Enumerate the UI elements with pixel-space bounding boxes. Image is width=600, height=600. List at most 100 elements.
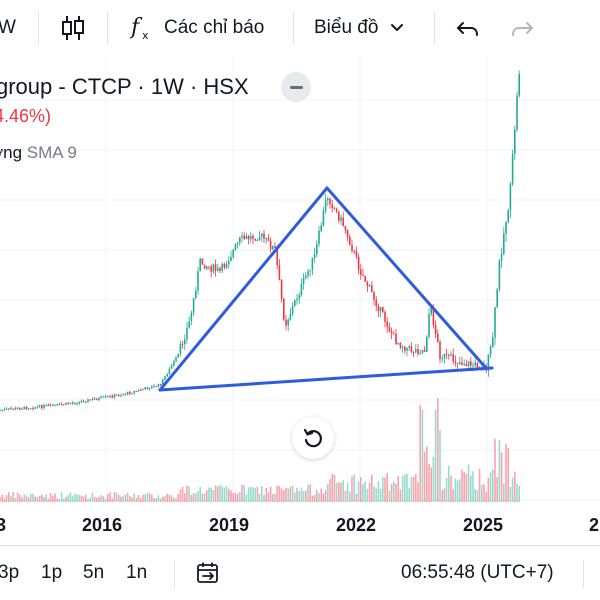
candle-body (223, 263, 226, 268)
volume-bar (118, 494, 120, 502)
candle-body (124, 394, 127, 396)
candle-body (267, 238, 270, 241)
volume-bar (69, 492, 72, 502)
candle-body (300, 283, 303, 296)
volume-bar (67, 495, 69, 502)
candle-body (316, 244, 318, 255)
candle-body (509, 183, 512, 211)
volume-bar (368, 482, 371, 502)
candle-body (445, 353, 448, 355)
volume-bar (437, 398, 439, 502)
candle-body (373, 292, 375, 300)
volume-bar (421, 409, 424, 502)
volume-bar (184, 493, 186, 502)
candle-body (443, 353, 446, 359)
triangle-left-line[interactable] (158, 186, 329, 392)
volume-bar (254, 488, 256, 502)
range-button[interactable]: 1n (126, 562, 148, 583)
volume-bar (162, 496, 164, 502)
candle-style-button[interactable] (60, 0, 86, 56)
candle-body (217, 267, 219, 271)
candle-body (82, 401, 85, 403)
volume-bar (3, 498, 6, 502)
candle-body (313, 254, 316, 258)
candle-body (179, 343, 182, 354)
candle-body (441, 358, 443, 360)
candle-body (395, 333, 397, 345)
candle-body (386, 321, 388, 328)
volume-bar (390, 483, 393, 502)
candle-body (243, 235, 245, 239)
volume-bar (80, 495, 83, 502)
triangle-drawing[interactable] (158, 186, 494, 392)
interval-label: W (0, 17, 16, 38)
candle-body (14, 407, 17, 410)
triangle-base-line[interactable] (158, 366, 494, 392)
volume-bar (265, 487, 267, 502)
range-button[interactable]: 5n (83, 562, 105, 583)
volume-bar (41, 494, 43, 502)
volume-bar (243, 485, 245, 502)
volume-bar (23, 494, 25, 502)
volume-bar (432, 456, 435, 502)
candle-body (390, 330, 393, 334)
chart-type-button[interactable]: Biểu đồ (314, 0, 406, 56)
candle-body (338, 211, 340, 221)
volume-bar (181, 486, 184, 502)
volume-bar (219, 484, 221, 502)
candle-body (489, 346, 492, 355)
candle-body (8, 408, 10, 410)
bottom-divider (583, 560, 584, 588)
candle-body (144, 387, 146, 390)
volume-bar (98, 496, 100, 502)
bottom-divider (174, 560, 175, 588)
candle-body (492, 337, 494, 347)
candle-body (377, 306, 380, 312)
candle-body (278, 265, 281, 280)
volume-bar (338, 482, 340, 502)
candle-body (274, 245, 276, 248)
range-button[interactable]: 1p (41, 562, 63, 583)
candle-body (74, 402, 76, 404)
candle-body (126, 391, 129, 395)
candle-body (188, 321, 190, 328)
candle-body (148, 388, 151, 390)
candle-body (85, 402, 87, 404)
price-candles (0, 70, 520, 412)
volume-bar (276, 485, 278, 502)
toolbar-divider (38, 12, 39, 44)
candle-body (384, 312, 386, 322)
indicators-button[interactable]: f x Các chỉ báo (129, 0, 264, 56)
candle-body (265, 238, 267, 240)
candle-body (16, 407, 19, 409)
candle-body (146, 387, 149, 390)
candle-body (234, 244, 237, 250)
goto-date-button[interactable] (195, 560, 221, 592)
candle-body (331, 204, 333, 208)
candle-body (470, 361, 472, 366)
candle-body (159, 384, 162, 386)
undo-button[interactable] (455, 0, 481, 56)
volume-bar (377, 481, 380, 502)
interval-button[interactable]: W (0, 0, 16, 56)
candle-body (382, 306, 384, 313)
range-button[interactable]: 3p (0, 562, 20, 583)
volume-bar (417, 482, 419, 502)
redo-button[interactable] (509, 0, 535, 56)
volume-bar (32, 493, 34, 502)
volume-bar (91, 492, 94, 502)
reset-chart-button[interactable] (292, 417, 334, 459)
clock-timezone[interactable]: 06:55:48 (UTC+7) (401, 562, 554, 583)
volume-bar (274, 493, 276, 502)
candle-body (505, 222, 507, 234)
candle-body (164, 376, 166, 380)
candle-body (329, 198, 331, 205)
candle-body (366, 281, 369, 287)
legend-collapse-button[interactable] (281, 72, 311, 102)
candle-body (285, 319, 287, 326)
candle-body (511, 153, 514, 184)
volume-bar (351, 476, 353, 502)
candle-body (87, 399, 89, 403)
candle-body (67, 402, 69, 404)
triangle-right-line[interactable] (325, 186, 488, 370)
